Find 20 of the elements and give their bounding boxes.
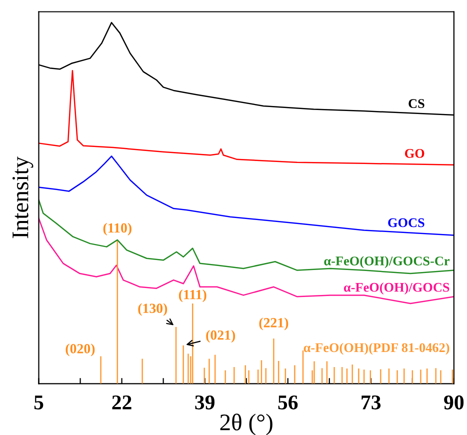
- x-tick-label: 5: [34, 396, 44, 410]
- x-axis-title: 2θ (°): [220, 414, 272, 435]
- annotation: (221): [259, 318, 288, 330]
- x-tick-label: 90: [444, 395, 464, 410]
- annotation: (111): [178, 290, 206, 302]
- annotation: (130): [138, 303, 168, 316]
- x-tick-label: 39: [195, 395, 214, 410]
- series-label: α-FeO(OH)(PDF 81-0462): [304, 342, 450, 355]
- x-tick-label: 22: [112, 395, 132, 410]
- series-label: GO: [404, 148, 424, 158]
- annotation: (021): [206, 330, 236, 343]
- series-label: CS: [408, 99, 424, 108]
- annotation: (020): [66, 344, 95, 356]
- annotation: (110): [103, 222, 132, 236]
- x-tick-label: 56: [278, 395, 298, 410]
- series-label: α-FeO(OH)/GOCS: [344, 282, 450, 294]
- series-label: GOCS: [388, 218, 424, 228]
- x-tick-label: 73: [362, 395, 381, 410]
- series-label: α-FeO(OH)/GOCS-Cr: [324, 256, 450, 268]
- y-axis-title: Intensity: [12, 156, 34, 238]
